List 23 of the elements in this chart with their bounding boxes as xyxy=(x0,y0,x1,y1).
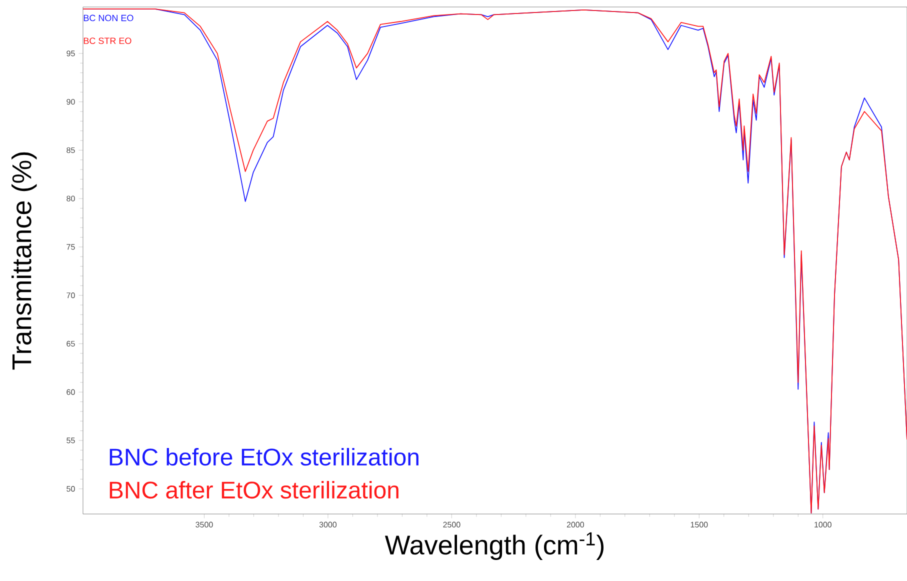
y-tick-label: 65 xyxy=(66,340,75,347)
y-tick-label: 95 xyxy=(66,50,75,56)
annotation: BC NON EO xyxy=(84,14,134,22)
x-tick-label: 3500 xyxy=(196,522,213,528)
y-tick-label: 60 xyxy=(66,389,75,395)
x-tick-label: 2000 xyxy=(566,522,584,528)
y-axis-title: Transmittance (%) xyxy=(12,152,37,370)
y-tick-label: 70 xyxy=(66,292,75,298)
text: BNC before EtOx sterilization xyxy=(110,448,418,466)
y-tick-label: 80 xyxy=(66,196,75,202)
y-tick-label: 85 xyxy=(66,147,75,154)
x-tick-label: 3000 xyxy=(319,522,337,528)
x-tick-label: 2500 xyxy=(443,522,460,528)
y-tick-label: 90 xyxy=(66,98,75,105)
x-tick-label: 1000 xyxy=(814,522,832,528)
y-tick-label: 55 xyxy=(66,438,75,444)
y-tick-label: 50 xyxy=(66,486,75,492)
x-axis-title: Wavelength (cm$^{-1}$) xyxy=(384,532,604,560)
text: BNC after EtOx sterilization xyxy=(110,480,398,499)
y-tick-label: 75 xyxy=(66,244,75,250)
annotation: BC STR EO xyxy=(84,38,132,44)
x-tick-label: 1500 xyxy=(690,522,708,528)
line-series xyxy=(82,8,907,514)
